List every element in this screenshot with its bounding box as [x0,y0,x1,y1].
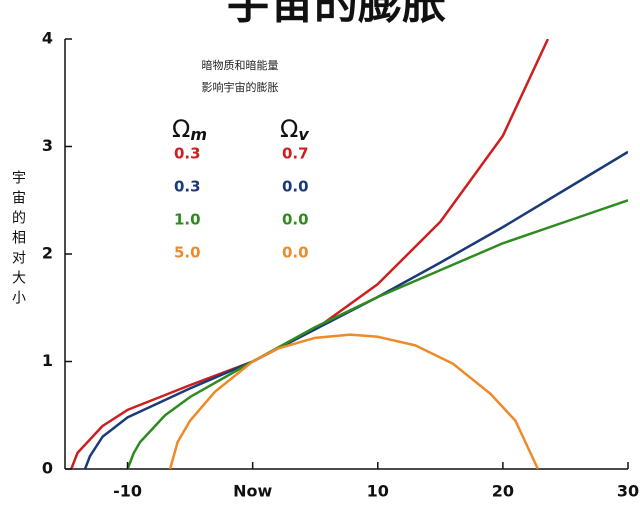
symbol: Ω [280,115,298,143]
x-tick-label: 10 [367,482,389,501]
x-tick-label: Now [233,482,272,501]
y-tick-label: 3 [42,136,53,155]
legend-header: Ωv [280,115,309,144]
curve [126,199,628,469]
legend-omega-m: 1.0 [174,211,201,229]
chart-title: 宇宙的膨胀 [226,0,446,29]
legend-omega-v: 0.0 [282,178,309,196]
subscript: v [298,125,309,144]
y-tick-label: 1 [42,351,53,370]
y-tick-label: 4 [42,29,53,48]
legend-omega-m: 5.0 [174,244,201,262]
legend-omega-v: 0.0 [282,211,309,229]
legend-omega-m: 0.3 [174,178,201,196]
legend-omega-v: 0.7 [282,145,309,163]
legend-omega-m: 0.3 [174,145,201,163]
curve [83,150,628,469]
legend-header: Ωm [172,115,207,144]
x-tick-label: 30 [617,482,639,501]
x-tick-label: -10 [113,482,142,501]
subscript: m [190,125,207,144]
x-tick-label: 20 [492,482,514,501]
annotation: 影响宇宙的膨胀 [202,80,279,94]
curves [70,39,628,469]
y-tick-label: 0 [42,459,53,478]
y-axis-label: 宇宙的相对大小 [10,170,26,310]
annotation: 暗物质和暗能量 [202,58,279,72]
y-tick-label: 2 [42,244,53,263]
curve [168,333,540,469]
symbol: Ω [172,115,190,143]
legend-omega-v: 0.0 [282,244,309,262]
